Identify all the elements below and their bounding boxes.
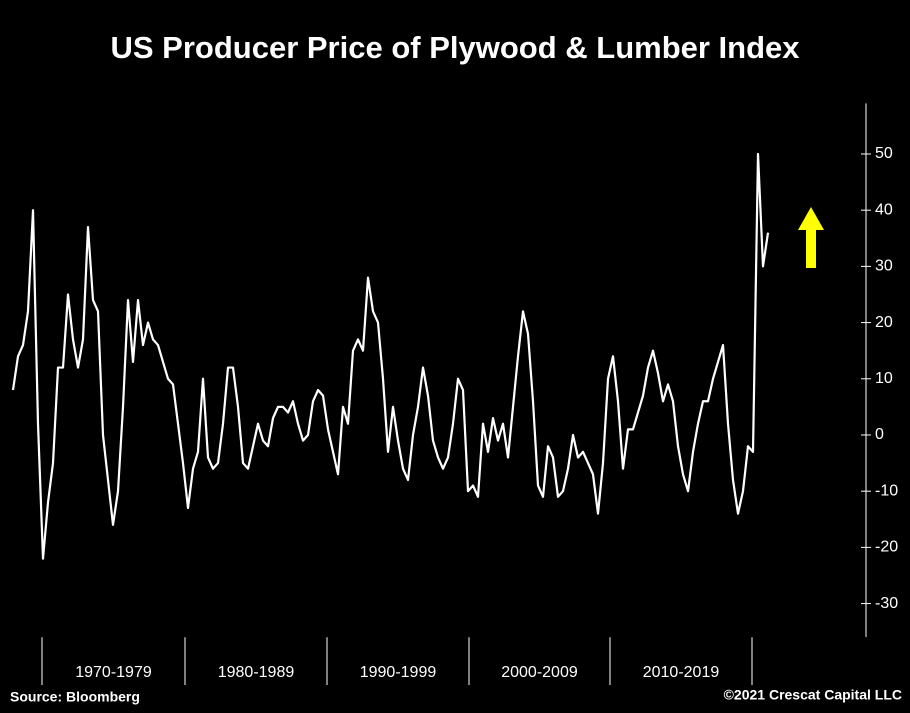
y-tick-label: 30 [875, 258, 893, 275]
source: Source: Bloomberg [10, 689, 140, 705]
y-tick-label: 40 [875, 201, 893, 218]
y-tick-label: 50 [875, 145, 893, 162]
y-tick-label: -20 [875, 539, 898, 556]
y-tick-label: 20 [875, 314, 893, 331]
period-label: 2010-2019 [643, 664, 720, 681]
period-label: 2000-2009 [501, 664, 578, 681]
copyright: ©2021 Crescat Capital LLC [724, 687, 902, 703]
period-label: 1990-1999 [360, 664, 437, 681]
y-tick-label: -10 [875, 482, 898, 499]
up-arrow [798, 207, 824, 268]
y-tick-label: 10 [875, 370, 893, 387]
y-tick-label: 0 [875, 426, 884, 443]
period-label: 1980-1989 [218, 664, 295, 681]
chart-title: US Producer Price of Plywood & Lumber In… [110, 30, 800, 65]
data-line [11, 152, 770, 560]
period-label: 1970-1979 [75, 664, 152, 681]
y-tick-label: -30 [875, 595, 898, 612]
